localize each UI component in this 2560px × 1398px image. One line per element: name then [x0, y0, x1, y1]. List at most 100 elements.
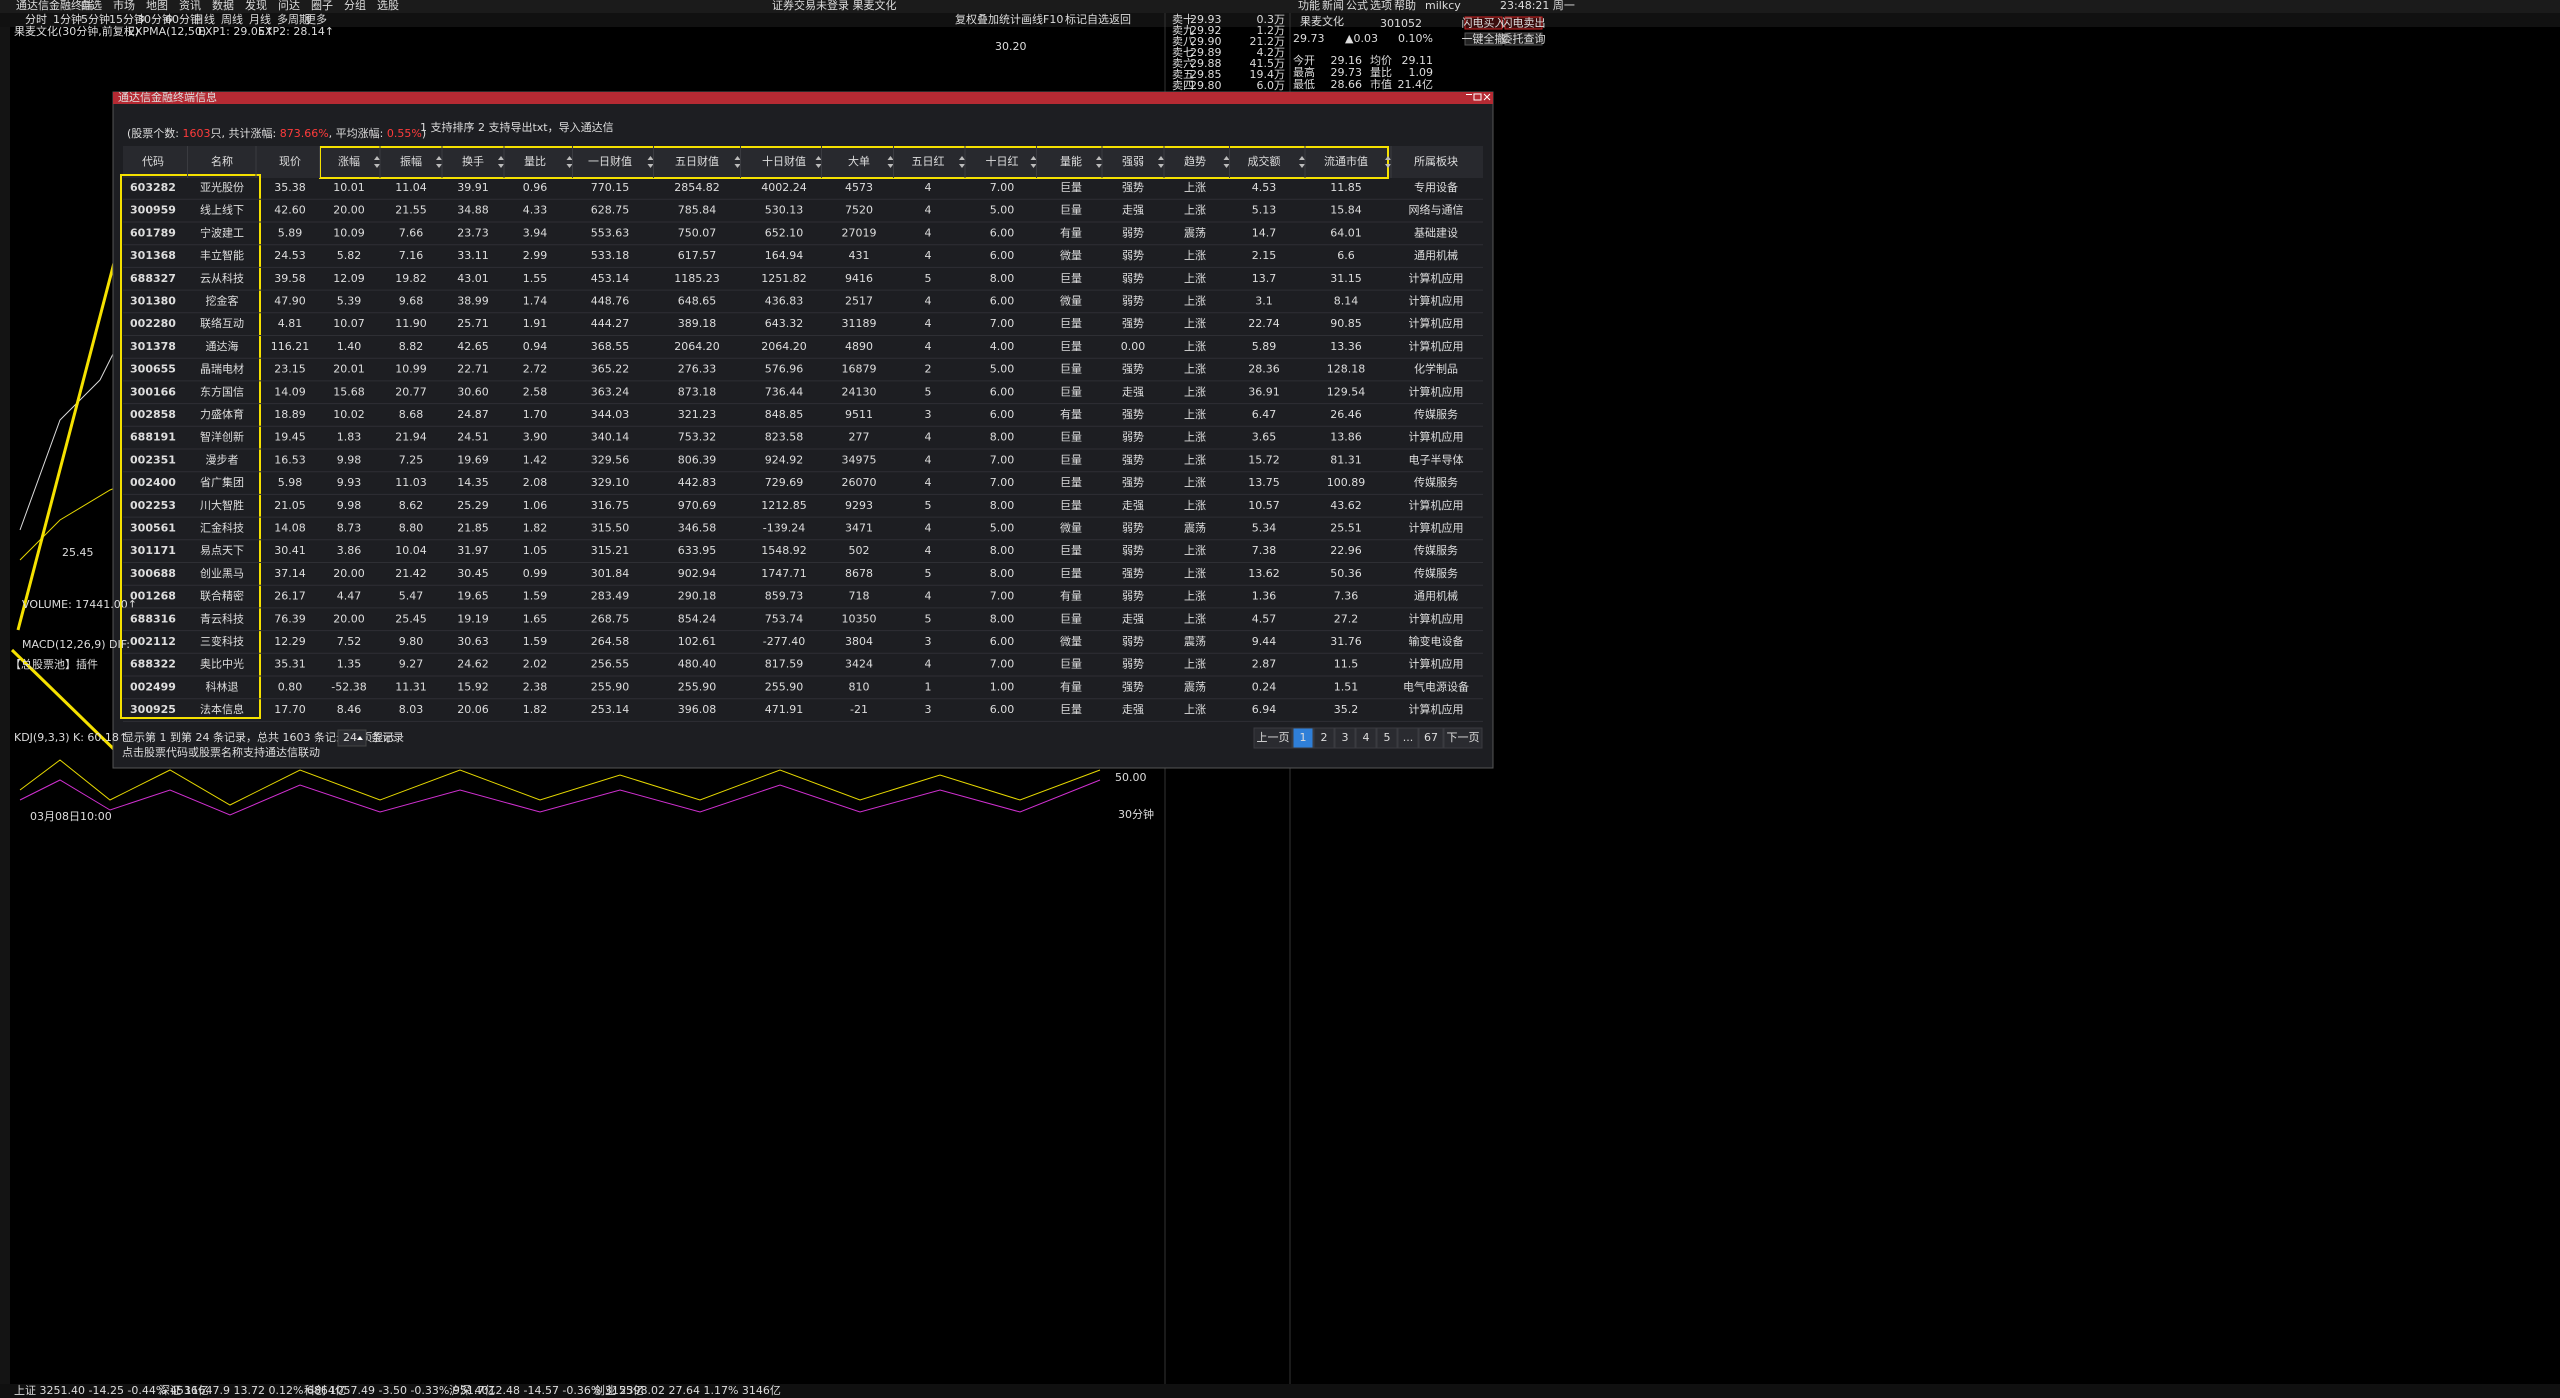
menu-item[interactable]: 选股 [377, 0, 399, 12]
column-header[interactable]: 趋势 [1184, 155, 1206, 168]
stock-code[interactable]: 002351 [130, 453, 176, 466]
menu-item[interactable]: 数据 [212, 0, 234, 12]
stock-code[interactable]: 603282 [130, 181, 176, 194]
stock-code[interactable]: 300655 [130, 363, 176, 376]
column-header[interactable]: 换手 [462, 154, 484, 168]
page-label[interactable]: 3 [1342, 731, 1349, 744]
column-header[interactable]: 一日财值 [588, 154, 632, 168]
menu-item[interactable]: 地图 [146, 0, 168, 12]
stock-name[interactable]: 汇金科技 [200, 521, 244, 535]
stock-code[interactable]: 300561 [130, 522, 176, 535]
stock-name[interactable]: 联合精密 [200, 589, 244, 603]
column-header[interactable]: 涨幅 [338, 155, 360, 168]
stock-name[interactable]: 晶瑞电材 [200, 362, 244, 376]
period-tab[interactable]: 周线 [221, 12, 243, 26]
stock-name[interactable]: 线上线下 [200, 203, 244, 217]
page-label[interactable]: 1 [1300, 731, 1307, 744]
stock-name[interactable]: 亚光股份 [200, 180, 244, 194]
stock-code[interactable]: 300925 [130, 703, 176, 716]
tool-button[interactable]: 标记 [1065, 12, 1087, 26]
stock-name[interactable]: 力盛体育 [200, 407, 244, 421]
column-header[interactable]: 十日财值 [762, 154, 806, 168]
stock-name[interactable]: 丰立智能 [200, 248, 244, 262]
stock-name[interactable]: 青云科技 [200, 611, 244, 625]
stock-code[interactable]: 002112 [130, 635, 176, 648]
menu-item[interactable]: 圈子 [311, 0, 333, 12]
menu-item[interactable]: 分组 [344, 0, 366, 12]
column-header[interactable]: 代码 [142, 155, 164, 168]
menu-item[interactable]: 问达 [278, 0, 300, 12]
column-header[interactable]: 量比 [524, 155, 546, 168]
column-header[interactable]: 名称 [211, 154, 233, 168]
menu-item[interactable]: 选项 [1370, 0, 1392, 12]
stock-name[interactable]: 省广集团 [200, 475, 244, 489]
menu-item[interactable]: 帮助 [1394, 0, 1416, 12]
stock-code[interactable]: 002400 [130, 476, 176, 489]
column-header[interactable]: 量能 [1060, 154, 1082, 168]
tool-button[interactable]: 复权 [955, 12, 977, 26]
stock-code[interactable]: 301378 [130, 340, 176, 353]
column-header[interactable]: 五日财值 [675, 154, 719, 168]
column-header[interactable]: 流通市值 [1324, 154, 1368, 168]
stock-code[interactable]: 002253 [130, 499, 176, 512]
page-label[interactable]: ... [1403, 731, 1414, 744]
menu-item[interactable]: 功能 [1298, 0, 1320, 12]
stock-name[interactable]: 挖金客 [206, 294, 239, 308]
stock-name[interactable]: 东方国信 [200, 384, 244, 398]
menu-item[interactable]: 发现 [245, 0, 267, 12]
column-header[interactable]: 十日红 [986, 154, 1019, 168]
stock-name[interactable]: 智洋创新 [200, 430, 244, 444]
period-tab[interactable]: 日线 [193, 12, 215, 26]
page-label[interactable]: 2 [1321, 731, 1328, 744]
stock-code[interactable]: 300166 [130, 385, 176, 398]
tool-button[interactable]: 统计 [999, 13, 1021, 26]
stock-name[interactable]: 三变科技 [200, 634, 244, 648]
stock-code[interactable]: 688316 [130, 612, 176, 625]
stock-code[interactable]: 688322 [130, 658, 176, 671]
stock-code[interactable]: 002499 [130, 680, 176, 693]
stock-name[interactable]: 创业黑马 [200, 567, 244, 580]
column-header[interactable]: 大单 [848, 154, 870, 168]
stock-name[interactable]: 奥比中光 [200, 657, 244, 671]
column-header[interactable]: 强弱 [1122, 155, 1144, 168]
menu-item[interactable]: 资讯 [179, 0, 201, 12]
menu-item[interactable]: 公式 [1346, 0, 1368, 12]
stock-code[interactable]: 688191 [130, 431, 176, 444]
stock-code[interactable]: 301368 [130, 249, 176, 262]
stock-name[interactable]: 川大智胜 [200, 498, 244, 512]
stock-name[interactable]: 通达海 [206, 339, 239, 353]
period-tab[interactable]: 更多 [305, 12, 327, 26]
page-label[interactable]: 下一页 [1447, 731, 1480, 744]
stock-code[interactable]: 688327 [130, 272, 176, 285]
period-tab[interactable]: 月线 [249, 12, 271, 26]
stock-code[interactable]: 002858 [130, 408, 176, 421]
period-tab[interactable]: 5分钟 [81, 12, 110, 26]
stock-code[interactable]: 001268 [130, 590, 176, 603]
column-header[interactable]: 所属板块 [1414, 154, 1458, 168]
menu-item[interactable]: 自选 [80, 0, 102, 12]
tool-button[interactable]: 自选 [1087, 13, 1109, 26]
stock-name[interactable]: 宁波建工 [200, 225, 244, 239]
column-header[interactable]: 五日红 [912, 155, 945, 168]
menu-item[interactable]: 市场 [113, 0, 135, 12]
tool-button[interactable]: 返回 [1109, 13, 1131, 26]
stock-code[interactable]: 300688 [130, 567, 176, 580]
minimize-button[interactable] [1466, 94, 1472, 95]
stock-name[interactable]: 法本信息 [200, 702, 244, 716]
stock-code[interactable]: 601789 [130, 226, 176, 239]
stock-code[interactable]: 301380 [130, 295, 176, 308]
menu-item[interactable]: 新闻 [1322, 0, 1344, 12]
column-header[interactable]: 振幅 [400, 154, 422, 168]
stock-name[interactable]: 科林退 [206, 679, 239, 693]
page-label[interactable]: 4 [1363, 731, 1370, 744]
stock-name[interactable]: 联络互动 [200, 316, 244, 330]
tool-button[interactable]: 叠加 [977, 13, 999, 26]
tool-button[interactable]: F10 [1043, 13, 1063, 26]
stock-name[interactable]: 云从科技 [200, 271, 244, 285]
column-header[interactable]: 现价 [279, 155, 301, 168]
period-tab[interactable]: 1分钟 [53, 12, 82, 26]
stock-name[interactable]: 漫步者 [206, 452, 239, 466]
column-header[interactable]: 成交额 [1248, 154, 1281, 168]
page-label[interactable]: 5 [1384, 731, 1391, 744]
tool-button[interactable]: 画线 [1021, 12, 1043, 26]
